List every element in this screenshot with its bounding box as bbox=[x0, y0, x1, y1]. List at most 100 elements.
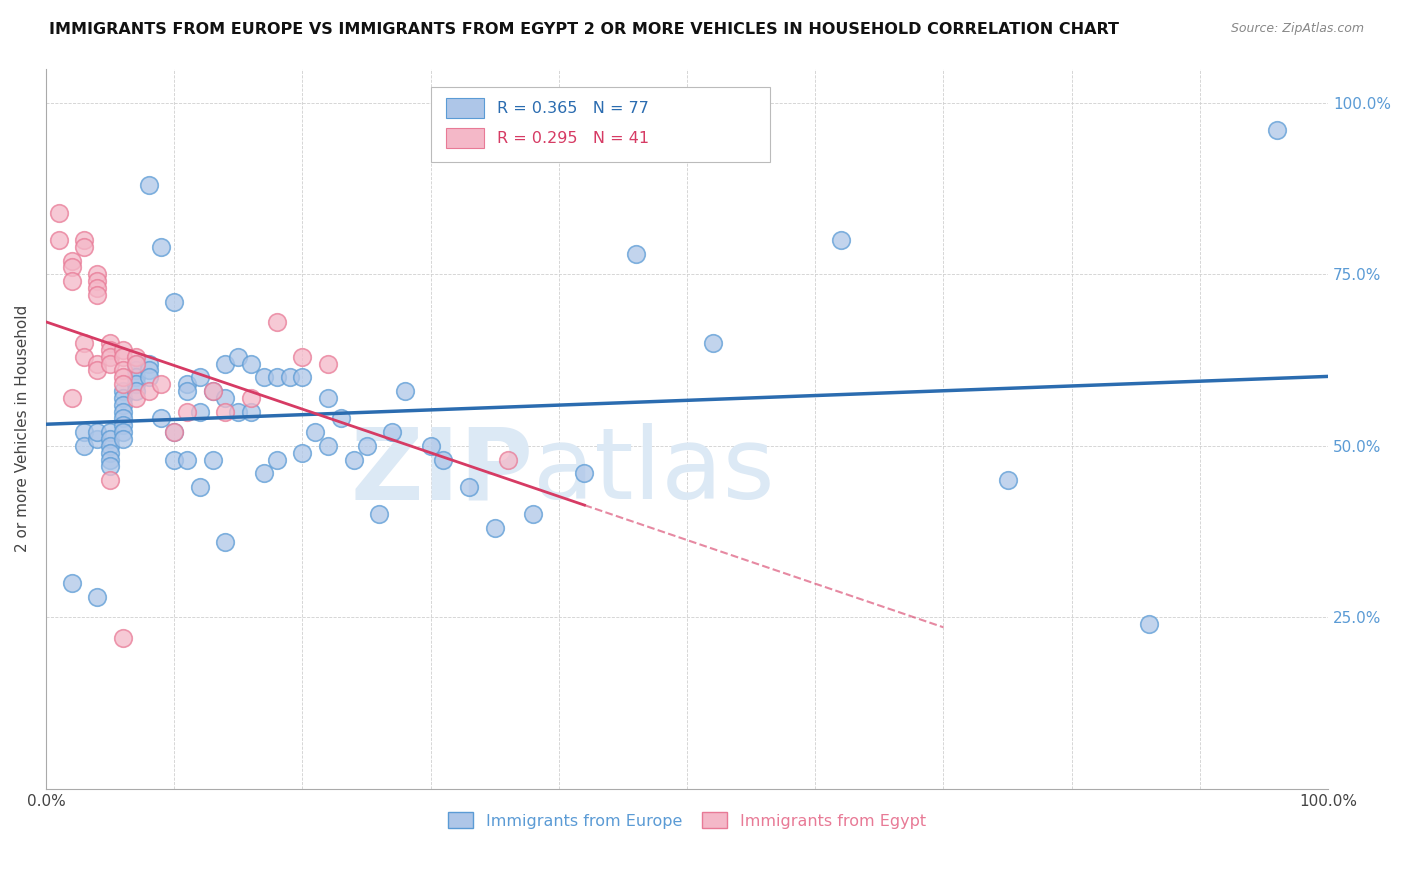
Point bbox=[60, 391, 83, 405]
Point bbox=[304, 425, 326, 439]
Point bbox=[86, 268, 108, 282]
Point bbox=[98, 439, 121, 453]
Point bbox=[111, 631, 134, 645]
Point bbox=[98, 432, 121, 446]
Point bbox=[484, 521, 506, 535]
Legend: Immigrants from Europe, Immigrants from Egypt: Immigrants from Europe, Immigrants from … bbox=[441, 805, 932, 835]
Point bbox=[266, 315, 288, 329]
Point bbox=[188, 480, 211, 494]
Point bbox=[316, 391, 339, 405]
Point bbox=[111, 377, 134, 392]
Point bbox=[111, 343, 134, 357]
Point bbox=[86, 288, 108, 302]
Point bbox=[316, 357, 339, 371]
FancyBboxPatch shape bbox=[430, 87, 770, 162]
Point bbox=[73, 240, 96, 254]
Point bbox=[111, 404, 134, 418]
Point bbox=[138, 178, 160, 193]
Y-axis label: 2 or more Vehicles in Household: 2 or more Vehicles in Household bbox=[15, 305, 30, 552]
Point bbox=[98, 452, 121, 467]
Point bbox=[73, 335, 96, 350]
Point bbox=[214, 535, 236, 549]
Point bbox=[111, 425, 134, 439]
Point bbox=[86, 432, 108, 446]
Point bbox=[125, 377, 148, 392]
Point bbox=[125, 357, 148, 371]
Point bbox=[188, 370, 211, 384]
Point bbox=[163, 452, 186, 467]
Point bbox=[98, 343, 121, 357]
Point bbox=[574, 467, 596, 481]
Point bbox=[291, 370, 314, 384]
Text: atlas: atlas bbox=[533, 424, 775, 520]
Point bbox=[176, 404, 198, 418]
Point bbox=[214, 391, 236, 405]
Point bbox=[98, 335, 121, 350]
Point bbox=[201, 384, 224, 398]
Text: IMMIGRANTS FROM EUROPE VS IMMIGRANTS FROM EGYPT 2 OR MORE VEHICLES IN HOUSEHOLD : IMMIGRANTS FROM EUROPE VS IMMIGRANTS FRO… bbox=[49, 22, 1119, 37]
Point bbox=[60, 253, 83, 268]
Point bbox=[73, 350, 96, 364]
FancyBboxPatch shape bbox=[446, 98, 485, 119]
FancyBboxPatch shape bbox=[446, 128, 485, 148]
Point bbox=[253, 370, 276, 384]
Point bbox=[624, 246, 647, 260]
Point bbox=[125, 357, 148, 371]
Point bbox=[125, 350, 148, 364]
Point bbox=[98, 425, 121, 439]
Point bbox=[125, 363, 148, 377]
Point bbox=[201, 452, 224, 467]
Text: Source: ZipAtlas.com: Source: ZipAtlas.com bbox=[1230, 22, 1364, 36]
Point bbox=[266, 370, 288, 384]
Point bbox=[111, 391, 134, 405]
Point bbox=[419, 439, 441, 453]
Point bbox=[138, 357, 160, 371]
Point bbox=[329, 411, 352, 425]
Point bbox=[1265, 123, 1288, 137]
Point bbox=[98, 473, 121, 487]
Point bbox=[86, 363, 108, 377]
Point bbox=[111, 398, 134, 412]
Point bbox=[138, 363, 160, 377]
Point bbox=[291, 350, 314, 364]
Point bbox=[394, 384, 416, 398]
Point bbox=[48, 205, 70, 219]
Point bbox=[343, 452, 366, 467]
Point bbox=[240, 391, 263, 405]
Point bbox=[1137, 617, 1160, 632]
Point bbox=[150, 377, 173, 392]
Point bbox=[201, 384, 224, 398]
Point bbox=[98, 350, 121, 364]
Point bbox=[176, 452, 198, 467]
Point bbox=[111, 432, 134, 446]
Point bbox=[86, 274, 108, 288]
Point bbox=[240, 357, 263, 371]
Point bbox=[458, 480, 481, 494]
Point bbox=[86, 590, 108, 604]
Point bbox=[86, 357, 108, 371]
Text: R = 0.365   N = 77: R = 0.365 N = 77 bbox=[498, 101, 650, 116]
Text: ZIP: ZIP bbox=[350, 424, 533, 520]
Point bbox=[214, 357, 236, 371]
Point bbox=[111, 418, 134, 433]
Point bbox=[266, 452, 288, 467]
Point bbox=[73, 425, 96, 439]
Point bbox=[356, 439, 378, 453]
Point bbox=[48, 233, 70, 247]
Point bbox=[150, 240, 173, 254]
Point bbox=[125, 384, 148, 398]
Point bbox=[98, 446, 121, 460]
Point bbox=[111, 370, 134, 384]
Point bbox=[163, 294, 186, 309]
Point bbox=[125, 391, 148, 405]
Point bbox=[98, 459, 121, 474]
Point bbox=[176, 377, 198, 392]
Point bbox=[432, 452, 454, 467]
Text: R = 0.295   N = 41: R = 0.295 N = 41 bbox=[498, 131, 650, 146]
Point bbox=[98, 357, 121, 371]
Point bbox=[381, 425, 404, 439]
Point bbox=[60, 576, 83, 591]
Point bbox=[138, 384, 160, 398]
Point bbox=[150, 411, 173, 425]
Point bbox=[316, 439, 339, 453]
